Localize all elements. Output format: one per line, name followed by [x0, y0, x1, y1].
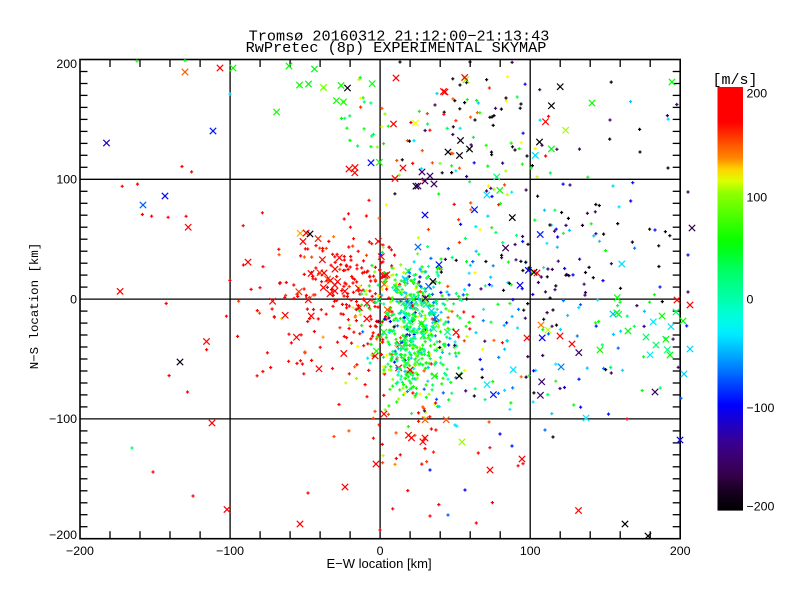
- svg-text:RwPretec (8p) EXPERIMENTAL SKY: RwPretec (8p) EXPERIMENTAL SKYMAP: [246, 39, 547, 57]
- svg-text:−200: −200: [66, 544, 94, 558]
- svg-text:200: 200: [747, 87, 768, 101]
- svg-text:−200: −200: [747, 500, 775, 514]
- svg-text:200: 200: [56, 57, 77, 71]
- svg-text:200: 200: [670, 544, 691, 558]
- svg-text:0: 0: [70, 292, 77, 306]
- svg-text:0: 0: [377, 544, 384, 558]
- svg-text:100: 100: [520, 544, 541, 558]
- svg-text:Tromsø 20160312 21:12:00−21:13: Tromsø 20160312 21:12:00−21:13:43: [249, 27, 550, 45]
- svg-text:−100: −100: [747, 401, 775, 415]
- svg-text:N−S location [km]: N−S location [km]: [28, 243, 42, 369]
- svg-text:100: 100: [747, 191, 768, 205]
- svg-text:E−W location [km]: E−W location [km]: [326, 556, 431, 571]
- svg-text:[m/s]: [m/s]: [712, 72, 757, 89]
- svg-text:−100: −100: [216, 544, 244, 558]
- svg-text:100: 100: [56, 173, 77, 187]
- svg-text:−100: −100: [49, 412, 77, 426]
- svg-text:−200: −200: [49, 528, 77, 542]
- svg-text:0: 0: [747, 293, 754, 307]
